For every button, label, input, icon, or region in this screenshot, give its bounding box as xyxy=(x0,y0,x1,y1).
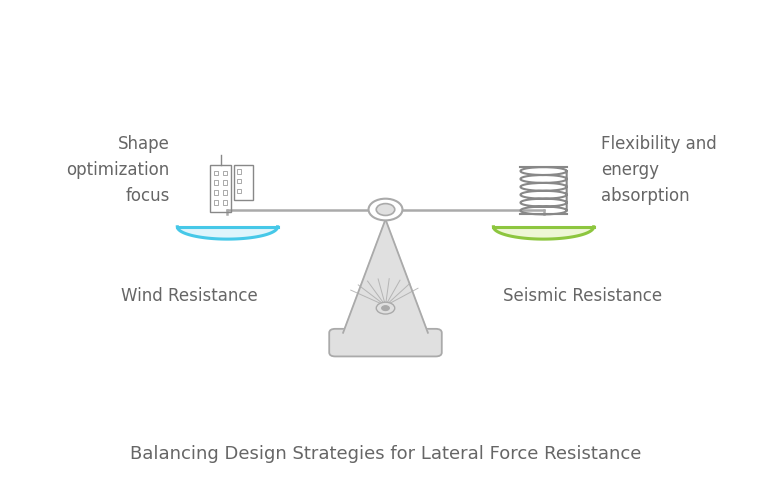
Bar xyxy=(214,180,218,185)
Bar xyxy=(237,189,241,193)
Text: Balancing Design Strategies for Lateral Force Resistance: Balancing Design Strategies for Lateral … xyxy=(130,445,641,462)
Circle shape xyxy=(376,302,395,314)
Text: Flexibility and
energy
absorption: Flexibility and energy absorption xyxy=(601,135,717,206)
Text: Shape
optimization
focus: Shape optimization focus xyxy=(66,135,170,206)
Bar xyxy=(223,200,227,205)
Circle shape xyxy=(382,306,389,311)
Circle shape xyxy=(376,204,395,215)
Bar xyxy=(223,180,227,185)
Bar xyxy=(237,169,241,174)
Circle shape xyxy=(369,199,402,220)
FancyBboxPatch shape xyxy=(329,329,442,356)
Polygon shape xyxy=(343,219,428,333)
Bar xyxy=(214,200,218,205)
Text: Seismic Resistance: Seismic Resistance xyxy=(503,287,662,305)
Bar xyxy=(214,190,218,195)
Bar xyxy=(214,171,218,175)
Bar xyxy=(210,165,231,212)
Polygon shape xyxy=(177,227,278,239)
Bar xyxy=(234,165,253,200)
Bar xyxy=(223,190,227,195)
Bar xyxy=(223,171,227,175)
Bar xyxy=(237,179,241,183)
Polygon shape xyxy=(493,227,594,239)
Text: Wind Resistance: Wind Resistance xyxy=(120,287,258,305)
